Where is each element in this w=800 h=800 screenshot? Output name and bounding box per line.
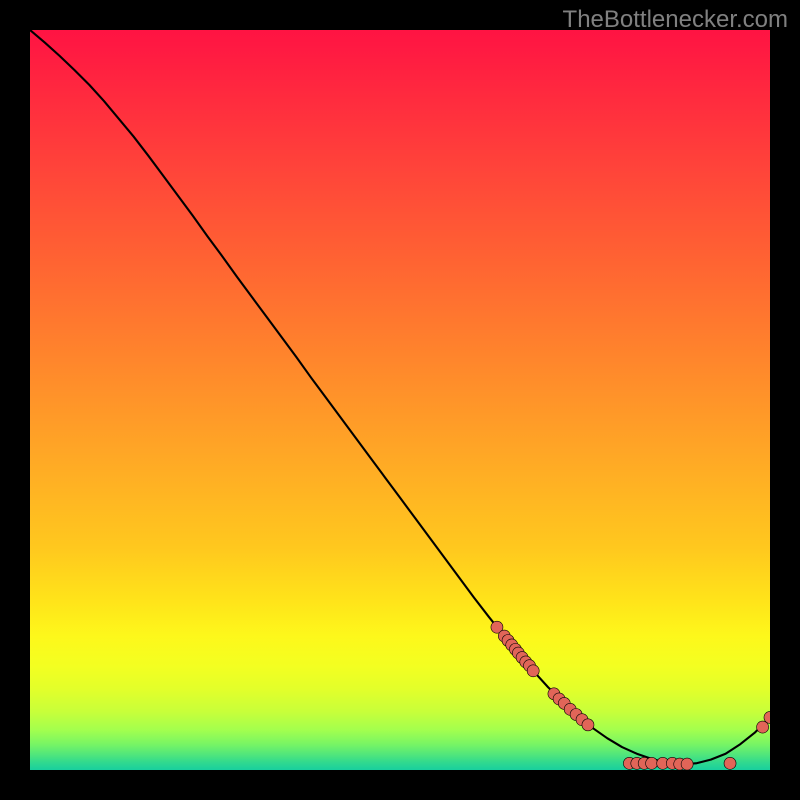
chart-canvas: TheBottlenecker.com [0,0,800,800]
gradient-background [30,30,770,770]
data-marker [582,719,594,731]
data-marker [724,757,736,769]
plot-svg [30,30,770,770]
data-marker [527,665,539,677]
data-marker [681,758,693,770]
plot-area [30,30,770,770]
data-marker [646,757,658,769]
